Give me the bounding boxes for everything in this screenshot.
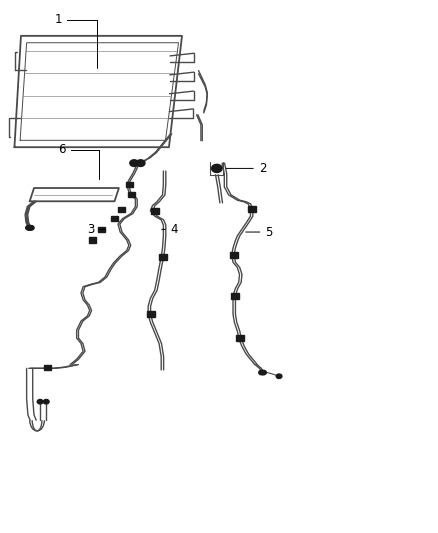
Bar	[98, 227, 105, 232]
Ellipse shape	[26, 225, 32, 230]
Bar	[117, 207, 124, 212]
Ellipse shape	[261, 370, 266, 375]
Bar	[128, 192, 135, 197]
Text: 3: 3	[87, 223, 105, 236]
Bar	[248, 206, 256, 212]
Bar	[89, 237, 96, 243]
Bar	[237, 335, 244, 341]
Ellipse shape	[212, 164, 222, 173]
Text: 1: 1	[54, 13, 62, 27]
Text: 5: 5	[246, 225, 273, 239]
Bar	[151, 208, 159, 214]
Bar	[126, 182, 133, 187]
Ellipse shape	[130, 160, 138, 166]
Ellipse shape	[28, 225, 34, 230]
Bar	[111, 216, 118, 221]
Text: 4: 4	[162, 223, 178, 236]
Ellipse shape	[136, 160, 145, 166]
Bar	[159, 254, 167, 260]
Ellipse shape	[43, 399, 49, 404]
Text: 2: 2	[226, 162, 266, 175]
Bar	[147, 311, 155, 317]
Ellipse shape	[27, 225, 32, 230]
Text: 6: 6	[59, 143, 66, 156]
Ellipse shape	[259, 370, 265, 375]
Bar	[230, 252, 238, 257]
Ellipse shape	[28, 225, 33, 230]
Ellipse shape	[37, 399, 43, 404]
Ellipse shape	[276, 374, 282, 378]
Bar	[44, 365, 50, 370]
Bar	[231, 293, 239, 298]
